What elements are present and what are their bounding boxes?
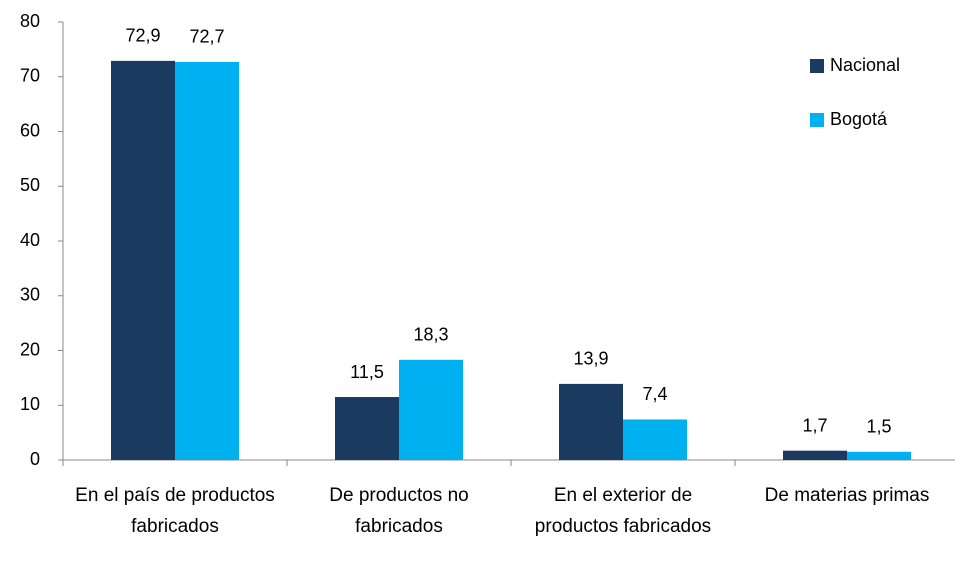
bar xyxy=(175,61,239,460)
bar xyxy=(783,450,847,460)
y-tick-label: 70 xyxy=(20,66,40,86)
x-tick-label: De productos no fabricados xyxy=(329,485,469,537)
value-label: 13,9 xyxy=(573,349,608,369)
value-label: 18,3 xyxy=(413,325,448,345)
legend-swatch xyxy=(810,113,824,127)
y-tick-label: 10 xyxy=(20,394,40,414)
y-tick-label: 60 xyxy=(20,120,40,140)
y-tick-label: 80 xyxy=(20,11,40,31)
y-tick-label: 50 xyxy=(20,175,40,195)
y-tick-label: 20 xyxy=(20,339,40,359)
bar xyxy=(335,397,399,460)
legend-label: Nacional xyxy=(830,55,900,75)
legend-swatch xyxy=(810,59,824,73)
value-label: 11,5 xyxy=(350,362,384,382)
x-tick-label: En el país de productos fabricados xyxy=(75,485,275,537)
value-label: 72,9 xyxy=(125,26,160,46)
value-label: 1,5 xyxy=(866,417,891,437)
value-label: 1,7 xyxy=(802,415,827,435)
bar xyxy=(399,359,463,460)
bar xyxy=(111,60,175,461)
bar xyxy=(559,383,623,460)
value-label: 72,7 xyxy=(189,27,224,47)
x-tick-label: De materias primas xyxy=(764,485,930,506)
bar xyxy=(623,419,687,460)
legend-label: Bogotá xyxy=(830,109,888,129)
y-tick-label: 30 xyxy=(20,285,40,305)
bar xyxy=(847,451,911,460)
x-tick-label: En el exterior de productos fabricados xyxy=(534,485,712,537)
y-tick-label: 0 xyxy=(30,449,40,469)
y-tick-label: 40 xyxy=(20,230,40,250)
value-label: 7,4 xyxy=(642,384,667,404)
